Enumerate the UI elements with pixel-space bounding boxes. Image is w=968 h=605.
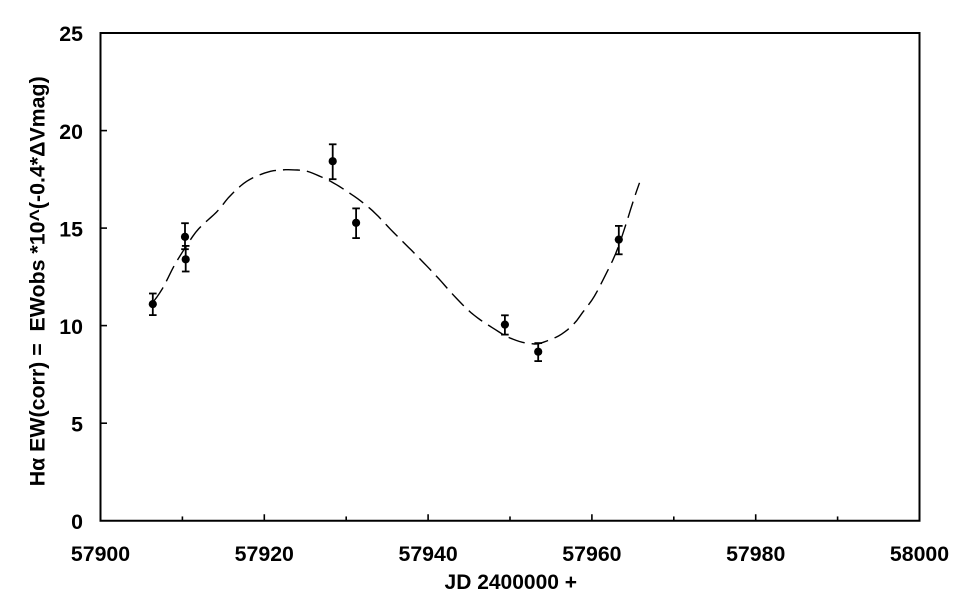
svg-text:57980: 57980 [726, 542, 785, 566]
svg-text:5: 5 [71, 412, 83, 436]
svg-text:JD 2400000 +: JD 2400000 + [445, 571, 578, 594]
svg-text:25: 25 [59, 22, 83, 46]
svg-text:57900: 57900 [71, 542, 130, 566]
svg-text:58000: 58000 [890, 542, 949, 566]
svg-text:Hα EW(corr) = EWobs *10^(-0.4: Hα EW(corr) = EWobs *10^(-0.4*ΔVmag) [25, 76, 49, 486]
svg-text:20: 20 [59, 120, 83, 144]
svg-text:57920: 57920 [235, 542, 294, 566]
svg-text:57940: 57940 [398, 542, 457, 566]
svg-text:10: 10 [59, 315, 83, 339]
svg-text:57960: 57960 [562, 542, 621, 566]
svg-text:0: 0 [71, 510, 83, 534]
svg-text:15: 15 [59, 217, 83, 241]
